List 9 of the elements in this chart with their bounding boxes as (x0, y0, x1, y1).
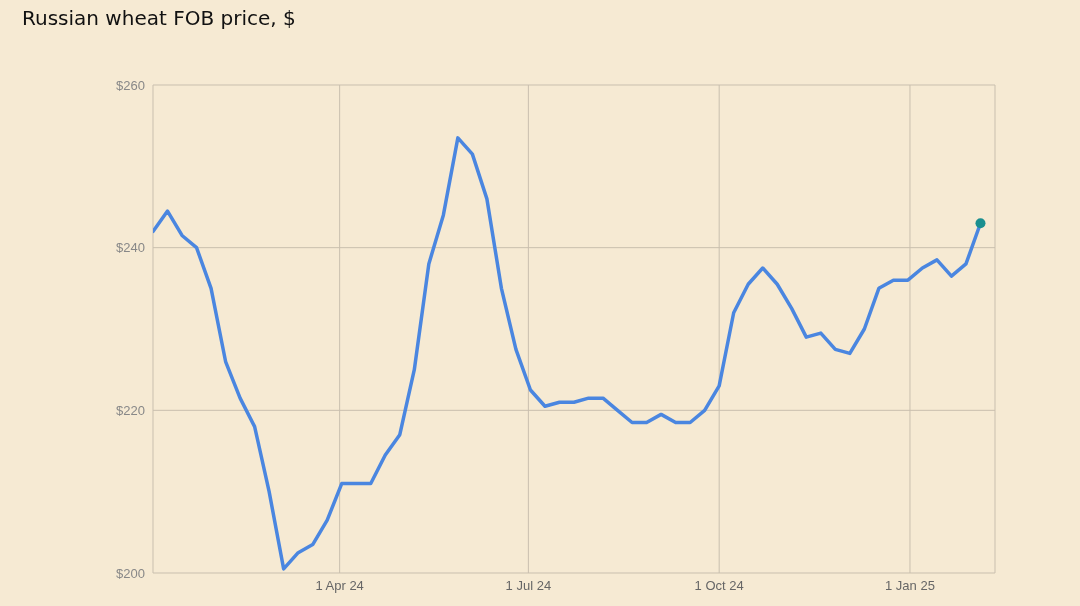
y-tick-label: $240 (116, 240, 145, 256)
x-tick-label: 1 Jan 25 (885, 578, 935, 594)
y-tick-label: $260 (116, 77, 145, 93)
x-tick-label: 1 Jul 24 (505, 578, 552, 594)
chart-title: Russian wheat FOB price, $ (22, 6, 296, 30)
y-tick-label: $220 (116, 402, 145, 418)
x-tick-label: 1 Apr 24 (315, 578, 364, 594)
y-tick-label: $200 (116, 565, 145, 581)
x-tick-label: 1 Oct 24 (694, 578, 744, 594)
